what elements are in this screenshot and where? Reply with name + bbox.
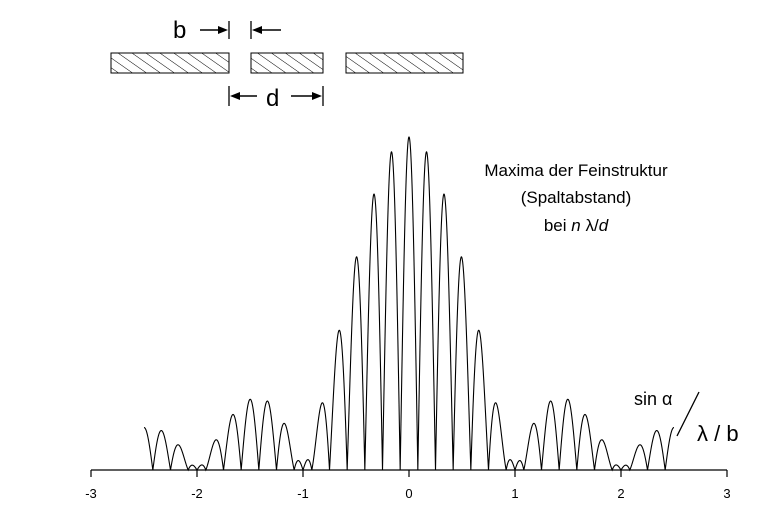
- annotation-line-3-prefix: bei: [544, 216, 571, 235]
- slit-distance-arrow-right-head: [312, 92, 322, 100]
- annotation-line-3-d: d: [599, 216, 609, 235]
- x-tick-label: 3: [723, 486, 730, 501]
- slit-width-label: b: [173, 17, 186, 44]
- x-tick-label: 2: [617, 486, 624, 501]
- x-tick-label: -1: [297, 486, 309, 501]
- intensity-curve: [143, 136, 675, 472]
- x-axis-ticks: -3 -2 -1 0 1 2 3: [85, 470, 731, 501]
- annotation-line-3: bei n λ/d: [544, 216, 609, 235]
- slit-diagram: b d: [110, 17, 464, 112]
- slit-distance-label: d: [266, 85, 279, 112]
- fine-structure-annotation: Maxima der Feinstruktur (Spaltabstand) b…: [484, 161, 668, 235]
- x-tick-label: -3: [85, 486, 97, 501]
- slit-width-arrow-right-head: [252, 26, 262, 34]
- x-axis-label-numerator: sin α: [634, 389, 672, 409]
- screen-segment-middle: [250, 52, 324, 74]
- annotation-line-3-lambda: λ/: [581, 216, 599, 235]
- annotation-line-1: Maxima der Feinstruktur: [484, 161, 668, 180]
- slit-distance-arrow-left-head: [230, 92, 240, 100]
- annotation-line-3-n: n: [571, 216, 580, 235]
- x-axis-label-denominator: λ / b: [697, 421, 739, 446]
- screen-segment-left: [110, 52, 230, 74]
- x-axis-label-fraction-slash: [676, 391, 700, 437]
- x-tick-label: -2: [191, 486, 203, 501]
- slit-width-arrow-left-head: [218, 26, 228, 34]
- x-axis-label: sin α λ / b: [634, 389, 739, 446]
- x-tick-label: 1: [511, 486, 518, 501]
- annotation-line-2: (Spaltabstand): [521, 188, 632, 207]
- x-tick-label: 0: [405, 486, 412, 501]
- screen-segment-right: [345, 52, 464, 74]
- x-axis: -3 -2 -1 0 1 2 3: [85, 469, 731, 501]
